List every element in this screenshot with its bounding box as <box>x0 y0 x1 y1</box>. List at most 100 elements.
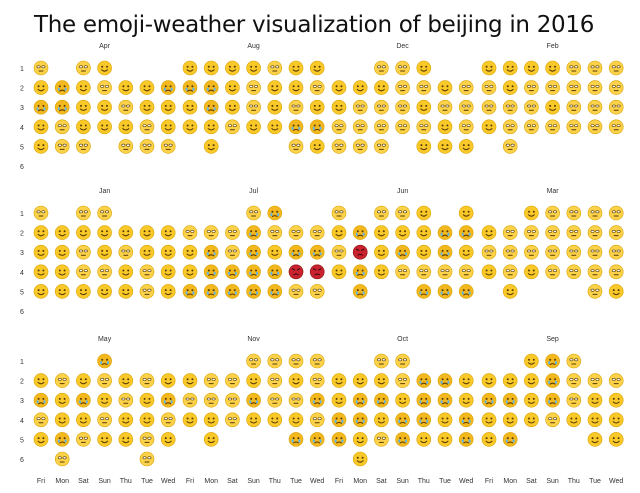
emoji-happy-icon <box>481 119 497 135</box>
emoji-eye <box>292 417 295 420</box>
emoji-eye <box>399 417 402 420</box>
emoji-eye <box>191 124 194 127</box>
emoji-eye <box>404 417 406 420</box>
emoji-eye <box>489 104 494 108</box>
emoji-mouth <box>164 233 172 237</box>
emoji-happy-icon <box>331 392 347 408</box>
emoji-mouth <box>527 273 535 276</box>
emoji-face <box>481 99 497 115</box>
emoji-face <box>182 412 198 428</box>
emoji-eye <box>271 417 274 420</box>
emoji-eye <box>169 397 172 400</box>
emoji-mild-icon <box>76 139 91 154</box>
emoji-mouth <box>271 253 279 256</box>
emoji-tear <box>291 126 294 130</box>
emoji-eye <box>612 417 615 420</box>
emoji-eye <box>228 417 233 421</box>
emoji-mild-icon <box>545 205 560 221</box>
emoji-happy-icon <box>76 373 91 388</box>
emoji-face <box>97 205 112 221</box>
emoji-eye <box>275 65 280 69</box>
emoji-mouth <box>507 441 514 444</box>
emoji-eye <box>361 85 364 88</box>
emoji-tear <box>249 252 252 256</box>
emoji-eye <box>270 397 275 401</box>
emoji-eye <box>490 397 493 400</box>
emoji-tear <box>36 400 39 404</box>
emoji-eye <box>398 210 403 214</box>
emoji-eye <box>101 397 104 400</box>
emoji-happy-icon <box>160 432 176 447</box>
emoji-eye <box>611 124 616 128</box>
emoji-mouth <box>37 147 45 151</box>
emoji-face <box>97 99 112 115</box>
emoji-face <box>97 119 112 135</box>
emoji-face <box>160 80 176 95</box>
emoji-eye <box>296 104 301 108</box>
emoji-happy-icon <box>160 264 176 280</box>
emoji-happy-icon <box>139 244 155 260</box>
emoji-mouth <box>122 128 130 131</box>
emoji-mouth <box>485 273 493 276</box>
emoji-eye <box>510 124 515 128</box>
emoji-eye <box>441 289 444 292</box>
emoji-face <box>160 432 176 447</box>
emoji-sad-icon <box>76 392 91 408</box>
emoji-face <box>458 80 474 95</box>
emoji-eye <box>318 437 321 440</box>
emoji-tear <box>291 252 294 256</box>
emoji-sad-icon <box>267 284 283 299</box>
emoji-happy-icon <box>502 60 518 76</box>
emoji-eye <box>398 269 403 273</box>
weekday-label: Sun <box>546 478 559 485</box>
emoji-eye <box>446 144 449 147</box>
emoji-eye <box>595 288 600 292</box>
emoji-face <box>545 412 560 428</box>
emoji-mild-icon <box>54 139 70 154</box>
emoji-eye <box>569 397 574 401</box>
emoji-eye <box>339 210 344 214</box>
emoji-mouth <box>399 401 407 404</box>
emoji-sad-icon <box>33 392 49 408</box>
emoji-face <box>54 451 70 467</box>
emoji-eye <box>148 104 151 107</box>
emoji-eye <box>105 210 110 214</box>
emoji-tear <box>419 291 422 295</box>
emoji-mouth <box>187 89 193 92</box>
emoji-mouth <box>207 69 215 72</box>
emoji-mouth <box>357 253 364 256</box>
emoji-mild-icon <box>331 244 347 260</box>
month-panel-jan <box>33 205 176 299</box>
emoji-mouth <box>186 381 194 385</box>
emoji-eye <box>446 289 449 292</box>
emoji-mild-icon <box>225 392 240 408</box>
emoji-mild-icon <box>374 99 389 115</box>
emoji-eye <box>296 397 301 401</box>
emoji-mouth <box>293 273 299 276</box>
emoji-eye <box>552 210 557 214</box>
row-label: 2 <box>20 379 24 386</box>
emoji-mild-icon <box>33 205 49 221</box>
emoji-sad-icon <box>545 353 560 369</box>
emoji-mouth <box>335 273 343 276</box>
emoji-happy-icon <box>97 284 112 299</box>
emoji-eye <box>186 85 189 88</box>
emoji-face <box>309 353 325 369</box>
emoji-eye <box>58 289 61 292</box>
emoji-eye <box>467 378 470 381</box>
emoji-eye <box>441 144 444 147</box>
emoji-happy-icon <box>33 432 49 447</box>
emoji-mouth <box>485 69 493 72</box>
emoji-face <box>225 119 240 135</box>
emoji-sad-icon <box>203 80 219 95</box>
emoji-eye <box>595 210 600 214</box>
emoji-eye <box>420 230 423 233</box>
emoji-eye <box>548 85 553 88</box>
emoji-happy-icon <box>76 225 91 240</box>
emoji-face <box>374 432 389 447</box>
emoji-mouth <box>399 233 407 237</box>
emoji-eye <box>441 85 444 88</box>
emoji-eye <box>425 378 428 381</box>
emoji-sad-icon <box>331 432 347 447</box>
emoji-eye <box>335 230 338 233</box>
